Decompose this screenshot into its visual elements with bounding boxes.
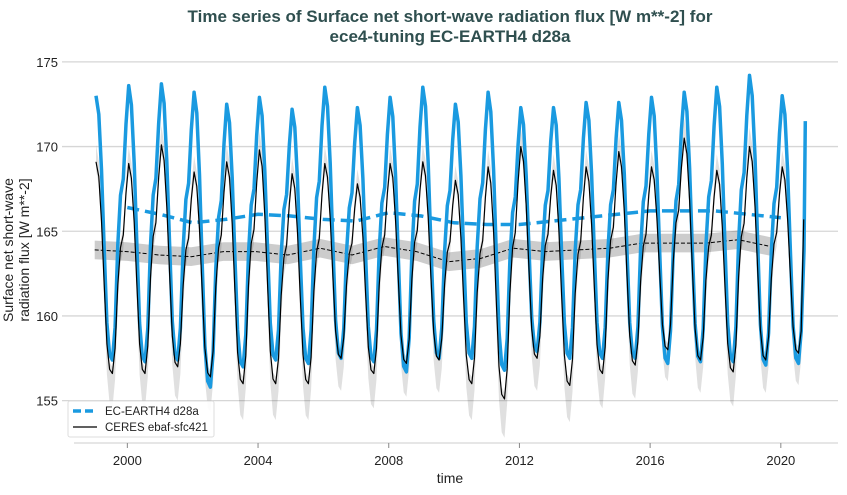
x-tick-label: 2016 bbox=[636, 453, 665, 468]
y-tick-label: 155 bbox=[36, 394, 58, 409]
y-tick-label: 165 bbox=[36, 224, 58, 239]
y-axis-label-line-2: radiation flux [W m**-2] bbox=[16, 178, 32, 321]
x-tick-label: 2020 bbox=[766, 453, 795, 468]
x-ticks: 2000 2004 2008 2012 2016 2020 bbox=[113, 443, 795, 468]
plot-area bbox=[94, 73, 808, 438]
legend-label-ceres: CERES ebaf-sfc421 bbox=[105, 422, 208, 434]
ceres-spread-band bbox=[96, 118, 804, 438]
y-tick-label: 160 bbox=[36, 309, 58, 324]
y-tick-label: 170 bbox=[36, 140, 58, 155]
y-axis-label-line-1: Surface net short-wave bbox=[0, 178, 16, 322]
chart-title-line-2: ece4-tuning EC-EARTH4 d28a bbox=[330, 27, 571, 46]
x-tick-label: 2004 bbox=[244, 453, 273, 468]
chart-title-line-1: Time series of Surface net short-wave ra… bbox=[188, 7, 713, 26]
legend-label-ec-earth: EC-EARTH4 d28a bbox=[105, 406, 199, 418]
ec-earth-annual-mean-line bbox=[126, 205, 781, 227]
ceres-monthly-line bbox=[95, 137, 805, 400]
x-tick-label: 2012 bbox=[505, 453, 534, 468]
legend: EC-EARTH4 d28a CERES ebaf-sfc421 bbox=[67, 400, 215, 438]
x-tick-label: 2008 bbox=[374, 453, 403, 468]
x-tick-label: 2000 bbox=[113, 453, 142, 468]
y-ticks: 155 160 165 170 175 bbox=[36, 55, 58, 409]
y-tick-label: 175 bbox=[36, 55, 58, 70]
x-axis-label: time bbox=[437, 470, 464, 486]
